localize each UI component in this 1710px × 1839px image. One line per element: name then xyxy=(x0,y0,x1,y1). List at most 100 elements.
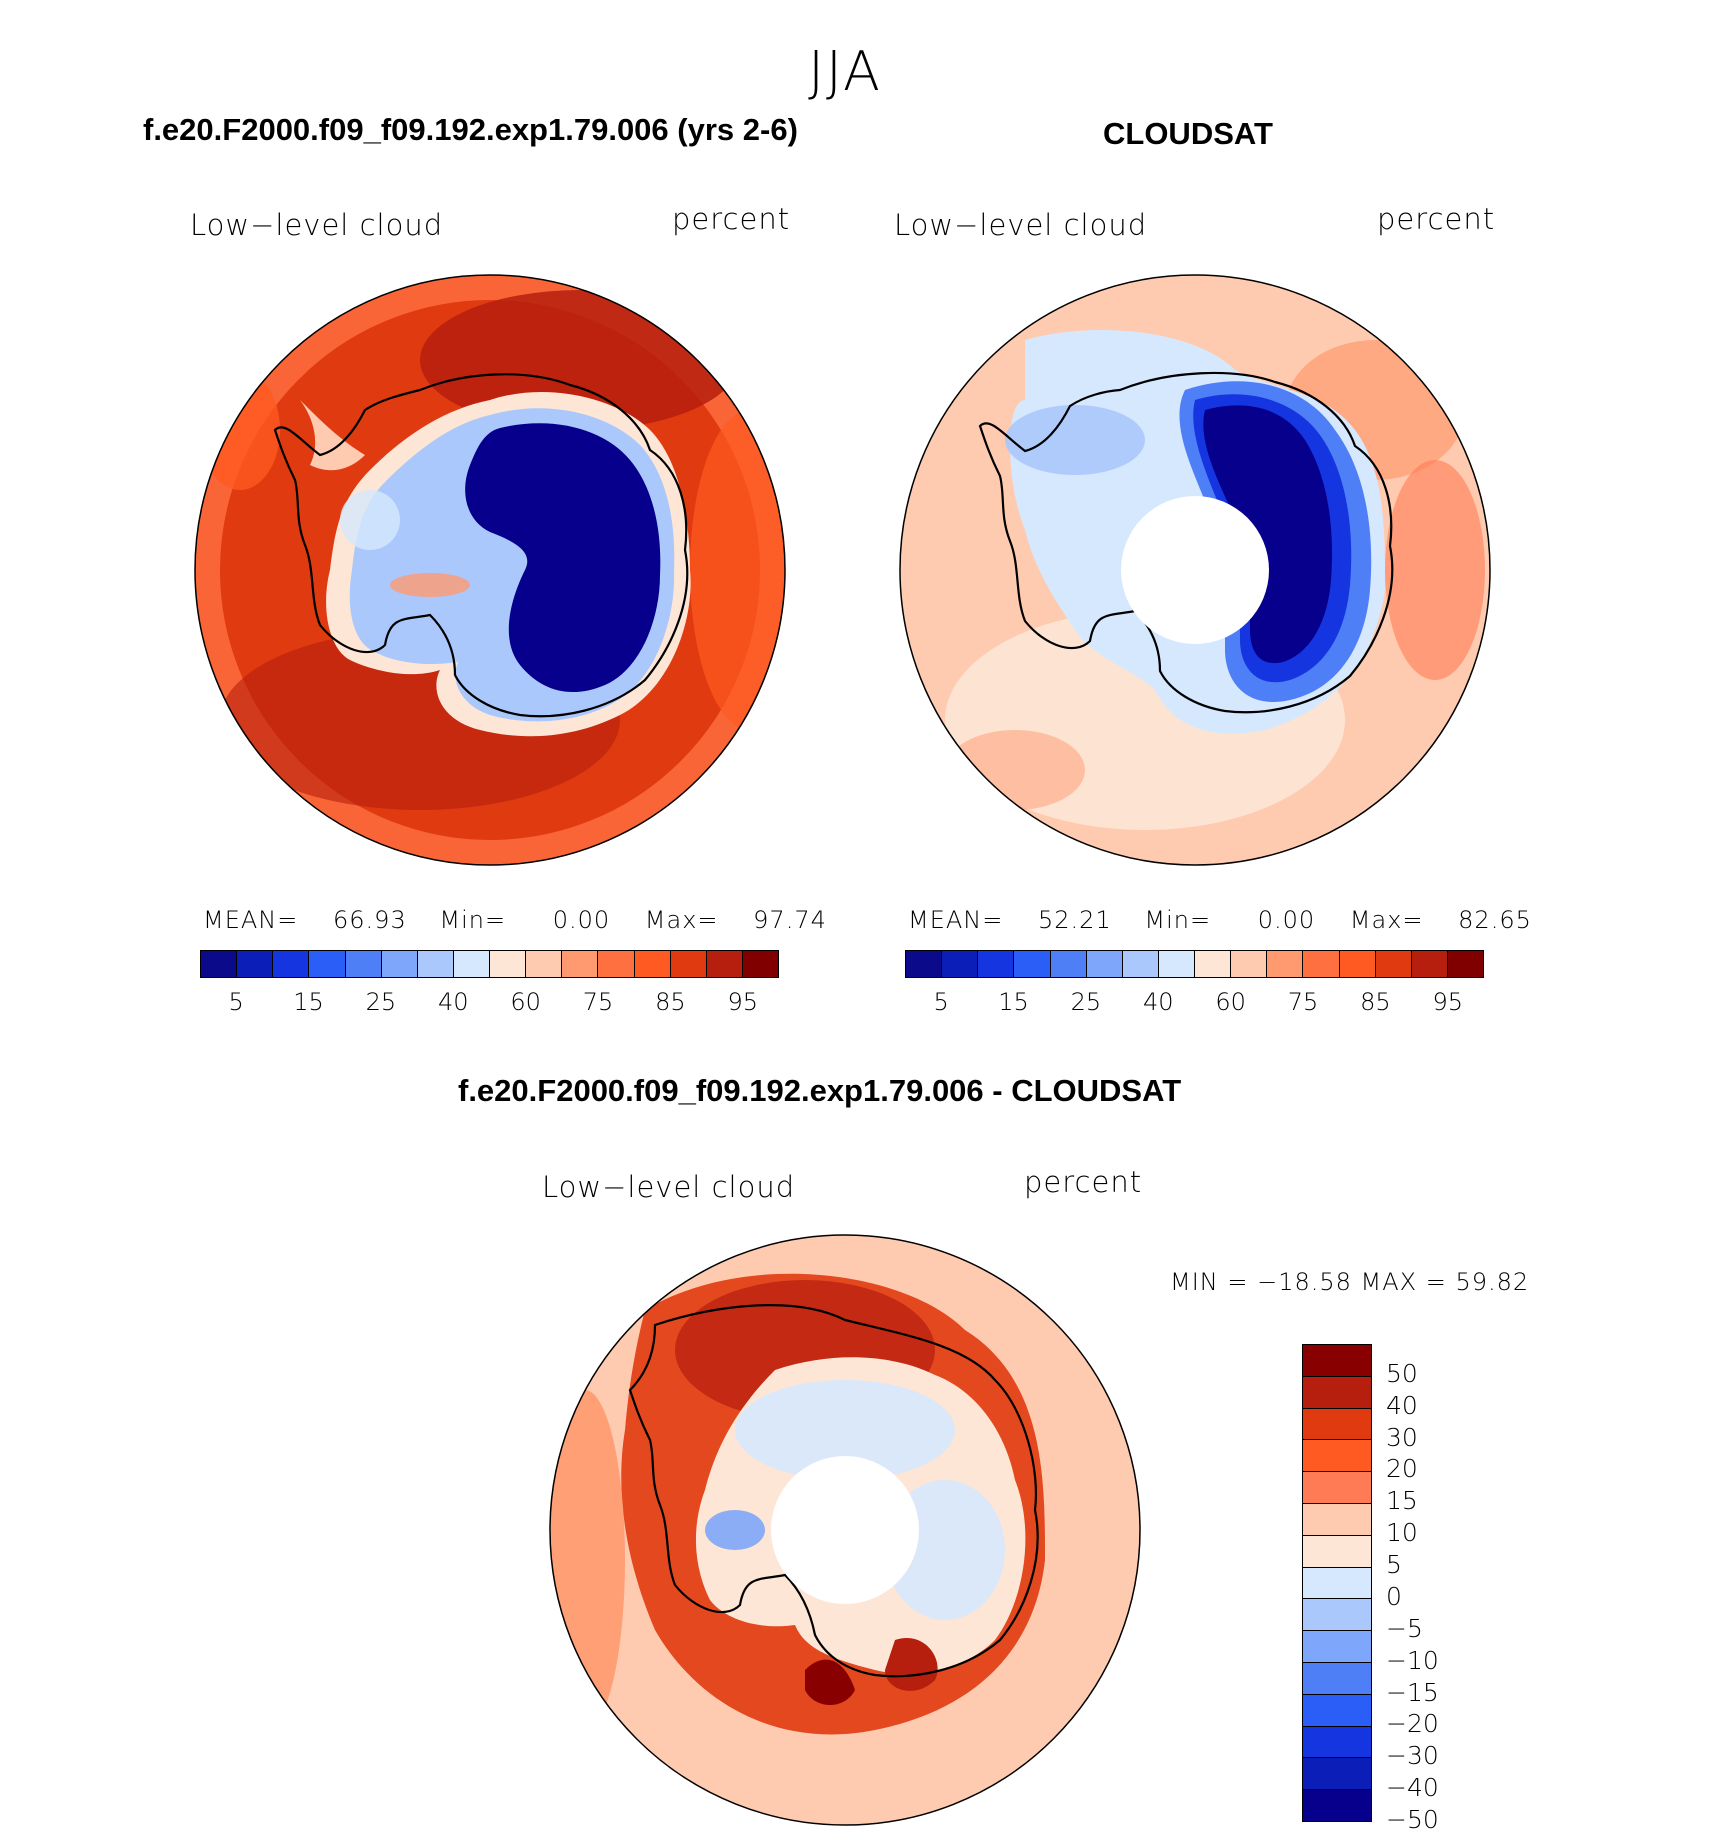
diff-colorbar-tick-label: 40 xyxy=(1386,1390,1418,1420)
panel1-colorbar-swatch xyxy=(381,951,418,977)
diff-colorbar-tick-label: 20 xyxy=(1386,1454,1418,1484)
diff-colorbar-swatch xyxy=(1303,1535,1371,1568)
panel1-colorbar-swatch xyxy=(742,951,778,977)
diff-colorbar-swatch xyxy=(1303,1408,1371,1441)
panel2-colorbar-swatch xyxy=(1231,951,1268,977)
diff-polar-map xyxy=(549,1234,1141,1826)
panel2-colorbar-swatch xyxy=(1014,951,1051,977)
diff-colorbar-swatch xyxy=(1303,1345,1371,1377)
diff-colorbar-swatch xyxy=(1303,1662,1371,1695)
panel1-colorbar-swatch xyxy=(309,951,346,977)
diff-colorbar-ticks: 50 40 30 20 15 10 5 0 −5 −10 −15 −20 −30 −40 −50 xyxy=(1386,1344,1486,1834)
diff-title: f.e20.F2000.f09_f09.192.exp1.79.006 - CL… xyxy=(458,1073,1182,1108)
panel1-colorbar-tick-label: 60 xyxy=(510,988,541,1016)
panel1-colorbar-tick-label: 95 xyxy=(727,988,759,1016)
panel2-colorbar-tick-label: 25 xyxy=(1070,988,1102,1016)
diff-colorbar-tick-label: −15 xyxy=(1386,1677,1439,1707)
panel2-min-label: Min= xyxy=(1144,906,1212,934)
panel1-colorbar-ticks: 5 15 25 40 60 75 85 95 xyxy=(200,988,779,1018)
diff-colorbar-swatch xyxy=(1303,1631,1371,1663)
panel1-colorbar-swatch xyxy=(490,951,527,977)
diff-units-label: percent xyxy=(1024,1165,1143,1199)
panel2-colorbar-swatch xyxy=(1158,951,1195,977)
panel1-stats: MEAN= 66.93 Min= 0.00 Max= 97.74 xyxy=(203,906,827,934)
diff-colorbar-tick-label: −40 xyxy=(1386,1773,1439,1803)
panel2-colorbar-swatch xyxy=(1447,951,1483,977)
panel1-colorbar-tick-label: 5 xyxy=(228,988,244,1016)
diff-colorbar-tick-label: 50 xyxy=(1386,1358,1418,1388)
panel1-colorbar-swatch xyxy=(634,951,671,977)
diff-colorbar-swatch xyxy=(1303,1694,1371,1727)
diff-minmax-text: MIN = −18.58 MAX = 59.82 xyxy=(1170,1268,1530,1296)
panel2-colorbar-swatch xyxy=(1122,951,1159,977)
diff-colorbar-swatch xyxy=(1303,1567,1371,1600)
panel1-max-label: Max= xyxy=(644,906,719,934)
panel2-colorbar-tick-label: 40 xyxy=(1143,988,1174,1016)
panel1-colorbar-swatch xyxy=(417,951,454,977)
panel2-colorbar-tick-label: 5 xyxy=(933,988,949,1016)
panel1-colorbar-swatch xyxy=(526,951,563,977)
panel2-colorbar-swatch xyxy=(1339,951,1376,977)
panel1-colorbar-tick-label: 40 xyxy=(438,988,469,1016)
diff-colorbar-swatch xyxy=(1303,1726,1371,1759)
diff-colorbar-swatch xyxy=(1303,1758,1371,1791)
panel1-colorbar-swatch xyxy=(201,951,238,977)
diff-colorbar-swatch xyxy=(1303,1790,1371,1821)
panel2-colorbar-swatch xyxy=(1195,951,1232,977)
panel2-colorbar-tick-label: 15 xyxy=(998,988,1029,1016)
panel1-colorbar-swatch xyxy=(273,951,310,977)
panel2-colorbar-tick-label: 95 xyxy=(1432,988,1464,1016)
panel2-field-label: Low−level cloud xyxy=(894,208,1148,242)
panel2-max-label: Max= xyxy=(1349,906,1424,934)
panel1-colorbar-swatch xyxy=(237,951,274,977)
panel1-mean-value: 66.93 xyxy=(333,906,407,934)
panel2-units-label: percent xyxy=(1377,202,1496,236)
panel2-colorbar-swatch xyxy=(942,951,979,977)
panel1-min-label: Min= xyxy=(439,906,507,934)
panel1-colorbar-swatch xyxy=(670,951,707,977)
diff-colorbar xyxy=(1302,1344,1372,1822)
panel1-colorbar-tick-label: 25 xyxy=(365,988,397,1016)
panel1-field-label: Low−level cloud xyxy=(190,208,444,242)
diff-colorbar-swatch xyxy=(1303,1376,1371,1409)
diff-colorbar-tick-label: −50 xyxy=(1386,1805,1439,1834)
panel2-colorbar-swatch xyxy=(1375,951,1412,977)
panel2-polar-map xyxy=(899,274,1491,866)
panel2-colorbar-tick-label: 75 xyxy=(1287,988,1319,1016)
season-title: JJA xyxy=(808,40,882,103)
panel2-colorbar-swatch xyxy=(978,951,1015,977)
panel1-colorbar xyxy=(200,950,779,978)
panel2-title: CLOUDSAT xyxy=(1103,116,1273,151)
panel2-colorbar-ticks: 5 15 25 40 60 75 85 95 xyxy=(905,988,1484,1018)
panel2-colorbar-swatch xyxy=(906,951,943,977)
panel1-title: f.e20.F2000.f09_f09.192.exp1.79.006 (yrs… xyxy=(143,112,798,147)
panel1-colorbar-swatch xyxy=(562,951,599,977)
diff-colorbar-tick-label: −20 xyxy=(1386,1709,1439,1739)
panel2-stats: MEAN= 52.21 Min= 0.00 Max= 82.65 xyxy=(908,906,1532,934)
panel1-colorbar-swatch xyxy=(706,951,743,977)
panel2-mean-label: MEAN= xyxy=(908,906,1004,934)
panel2-missing-data-hole xyxy=(1121,496,1269,644)
panel2-colorbar-swatch xyxy=(1411,951,1448,977)
panel2-colorbar-tick-label: 60 xyxy=(1215,988,1246,1016)
diff-colorbar-swatch xyxy=(1303,1472,1371,1504)
panel1-max-value: 97.74 xyxy=(753,906,827,934)
diff-colorbar-tick-label: −30 xyxy=(1386,1741,1439,1771)
diff-missing-data-hole xyxy=(771,1456,919,1604)
panel2-max-value: 82.65 xyxy=(1458,906,1532,934)
panel1-polar-map xyxy=(194,274,786,866)
panel1-colorbar-swatch xyxy=(345,951,382,977)
panel2-mean-value: 52.21 xyxy=(1038,906,1112,934)
panel2-colorbar xyxy=(905,950,1484,978)
panel1-colorbar-tick-label: 75 xyxy=(582,988,614,1016)
diff-colorbar-swatch xyxy=(1303,1440,1371,1473)
diff-field-label: Low−level cloud xyxy=(542,1170,796,1204)
panel2-colorbar-swatch xyxy=(1303,951,1340,977)
panel1-colorbar-tick-label: 85 xyxy=(655,988,686,1016)
panel1-colorbar-tick-label: 15 xyxy=(293,988,324,1016)
diff-colorbar-tick-label: −10 xyxy=(1386,1645,1439,1675)
diff-colorbar-tick-label: −5 xyxy=(1386,1613,1423,1643)
panel1-min-value: 0.00 xyxy=(552,906,611,934)
diff-colorbar-tick-label: 5 xyxy=(1386,1550,1402,1580)
panel1-colorbar-swatch xyxy=(453,951,490,977)
